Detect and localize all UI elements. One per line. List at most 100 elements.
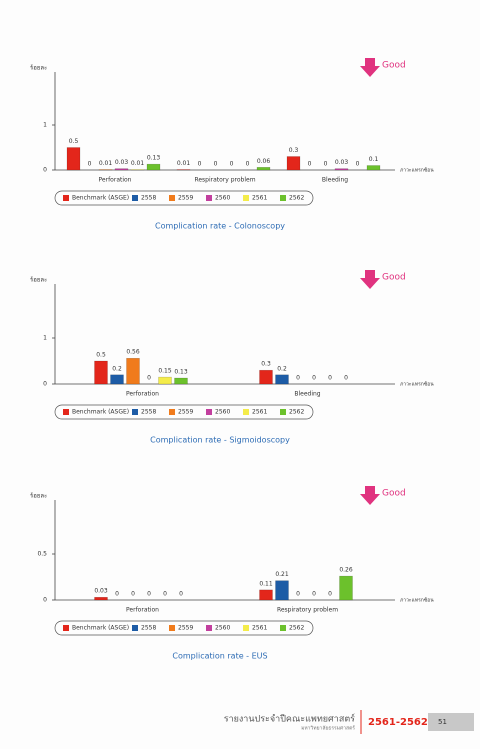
legend-label: 2560 xyxy=(215,195,230,202)
value-label: 0.03 xyxy=(94,588,108,595)
bar xyxy=(174,377,188,385)
value-label: 0.1 xyxy=(369,156,379,163)
y-axis-label: ร้อยละ xyxy=(30,277,47,284)
legend-label: 2562 xyxy=(289,409,304,416)
bar xyxy=(256,167,271,171)
bar xyxy=(114,168,129,171)
x-axis-label: ภาวะแทรกซ้อน xyxy=(400,381,434,388)
value-label: 0.5 xyxy=(69,138,79,145)
legend-box xyxy=(54,404,314,420)
bar xyxy=(334,168,349,171)
x-tick-label: Perforation xyxy=(126,607,159,614)
bar xyxy=(94,360,108,385)
value-label: 0 xyxy=(308,161,312,168)
good-arrow xyxy=(360,58,380,77)
value-label: 0 xyxy=(230,161,234,168)
value-label: 0 xyxy=(147,375,151,382)
value-label: 0 xyxy=(163,591,167,598)
footer-subtitle: มหาวิทยาลัยธรรมศาสตร์ xyxy=(301,725,355,732)
y-tick-label: 1 xyxy=(43,335,47,342)
bar xyxy=(66,147,81,171)
legend-swatch xyxy=(132,195,138,201)
x-axis-label: ภาวะแทรกซ้อน xyxy=(400,167,434,174)
value-label: 0.01 xyxy=(99,160,113,167)
x-tick-label: Respiratory problem xyxy=(194,177,255,184)
value-label: 0.11 xyxy=(259,580,273,587)
value-label: 0.03 xyxy=(335,159,349,166)
y-tick-label: 0 xyxy=(43,381,47,388)
value-label: 0 xyxy=(328,591,332,598)
legend-label: 2561 xyxy=(252,195,267,202)
value-label: 0.15 xyxy=(158,368,172,375)
x-tick-label: Perforation xyxy=(126,391,159,398)
x-tick-label: Respiratory problem xyxy=(277,607,338,614)
x-tick-label: Bleeding xyxy=(322,177,348,184)
value-label: 0.06 xyxy=(257,158,271,165)
value-label: 0 xyxy=(312,375,316,382)
value-label: 0.3 xyxy=(289,147,299,154)
legend-label: 2559 xyxy=(178,409,193,416)
value-label: 0 xyxy=(356,161,360,168)
bar xyxy=(259,589,273,601)
legend-label: Benchmark (ASGE) xyxy=(72,409,129,416)
legend-label: 2558 xyxy=(141,195,156,202)
legend-swatch xyxy=(63,195,69,201)
bar xyxy=(339,575,353,601)
legend-label: 2560 xyxy=(215,625,230,632)
legend-box xyxy=(54,190,314,206)
legend-swatch xyxy=(63,625,69,631)
y-tick-label: 0.5 xyxy=(37,551,47,558)
good-arrow xyxy=(360,486,380,505)
value-label: 0.01 xyxy=(131,160,145,167)
legend-label: 2562 xyxy=(289,625,304,632)
legend-label: 2560 xyxy=(215,409,230,416)
legend-swatch xyxy=(280,625,286,631)
legend-swatch xyxy=(243,195,249,201)
bar xyxy=(259,369,273,385)
bar xyxy=(126,357,140,385)
value-label: 0.21 xyxy=(275,571,289,578)
value-label: 0 xyxy=(296,375,300,382)
value-label: 0 xyxy=(88,161,92,168)
legend-label: 2562 xyxy=(289,195,304,202)
legend-label: Benchmark (ASGE) xyxy=(72,195,129,202)
x-axis-label: ภาวะแทรกซ้อน xyxy=(400,597,434,604)
legend-swatch xyxy=(243,409,249,415)
bar xyxy=(286,156,301,171)
value-label: 0 xyxy=(131,591,135,598)
y-axis-label: ร้อยละ xyxy=(30,493,47,500)
bar xyxy=(110,374,124,385)
legend-label: 2559 xyxy=(178,625,193,632)
legend-swatch xyxy=(169,409,175,415)
good-arrow xyxy=(360,270,380,289)
legend-swatch xyxy=(206,625,212,631)
bar xyxy=(275,580,289,601)
page-number: 51 xyxy=(438,718,447,726)
bar xyxy=(366,165,381,171)
legend-swatch xyxy=(243,625,249,631)
legend-swatch xyxy=(132,625,138,631)
value-label: 0 xyxy=(115,591,119,598)
page-number-box xyxy=(428,713,474,731)
legend-swatch xyxy=(132,409,138,415)
value-label: 0.2 xyxy=(277,365,287,372)
chart-title: Complication rate - Sigmoidoscopy xyxy=(150,436,290,445)
value-label: 0 xyxy=(147,591,151,598)
annotation: Good xyxy=(382,273,406,283)
value-label: 0.26 xyxy=(339,567,353,574)
legend-label: 2561 xyxy=(252,409,267,416)
value-label: 0.03 xyxy=(115,159,129,166)
value-label: 0.3 xyxy=(261,361,271,368)
footer-years: 2561-2562 xyxy=(368,717,428,728)
value-label: 0.56 xyxy=(126,349,140,356)
value-label: 0 xyxy=(214,161,218,168)
bar xyxy=(94,596,108,601)
bar xyxy=(275,374,289,385)
legend-swatch xyxy=(206,195,212,201)
footer-title: รายงานประจำปีคณะแพทยศาสตร์ xyxy=(224,713,355,725)
legend-label: 2559 xyxy=(178,195,193,202)
legend-label: 2561 xyxy=(252,625,267,632)
legend-swatch xyxy=(280,409,286,415)
y-axis-label: ร้อยละ xyxy=(30,65,47,72)
